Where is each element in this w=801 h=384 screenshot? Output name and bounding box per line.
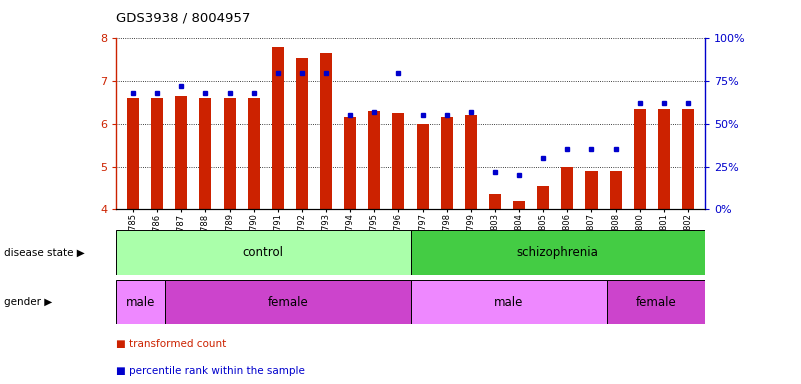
Bar xyxy=(586,171,598,209)
Bar xyxy=(441,118,453,209)
Text: female: female xyxy=(635,296,676,309)
Bar xyxy=(320,53,332,209)
Bar xyxy=(296,58,308,209)
Bar xyxy=(116,230,410,275)
Text: male: male xyxy=(494,296,523,309)
Bar xyxy=(682,109,694,209)
Bar xyxy=(607,280,705,324)
Bar xyxy=(610,171,622,209)
Text: female: female xyxy=(268,296,308,309)
Bar xyxy=(634,109,646,209)
Bar xyxy=(272,47,284,209)
Bar xyxy=(489,194,501,209)
Bar xyxy=(116,280,165,324)
Bar xyxy=(368,111,380,209)
Text: schizophrenia: schizophrenia xyxy=(517,246,598,259)
Text: control: control xyxy=(243,246,284,259)
Text: male: male xyxy=(126,296,155,309)
Bar xyxy=(513,201,525,209)
Bar xyxy=(151,98,163,209)
Bar xyxy=(199,98,211,209)
Bar xyxy=(537,186,549,209)
Text: gender ▶: gender ▶ xyxy=(4,297,52,308)
Bar xyxy=(248,98,260,209)
Bar xyxy=(392,113,405,209)
Bar xyxy=(223,98,235,209)
Bar xyxy=(417,124,429,209)
Text: GDS3938 / 8004957: GDS3938 / 8004957 xyxy=(116,12,251,25)
Text: disease state ▶: disease state ▶ xyxy=(4,247,85,258)
Bar xyxy=(165,280,411,324)
Text: ■ transformed count: ■ transformed count xyxy=(116,339,227,349)
Bar xyxy=(658,109,670,209)
Bar xyxy=(562,167,574,209)
Bar xyxy=(127,98,139,209)
Bar xyxy=(410,280,607,324)
Text: ■ percentile rank within the sample: ■ percentile rank within the sample xyxy=(116,366,305,376)
Bar xyxy=(175,96,187,209)
Bar xyxy=(344,118,356,209)
Bar xyxy=(410,230,705,275)
Bar xyxy=(465,115,477,209)
